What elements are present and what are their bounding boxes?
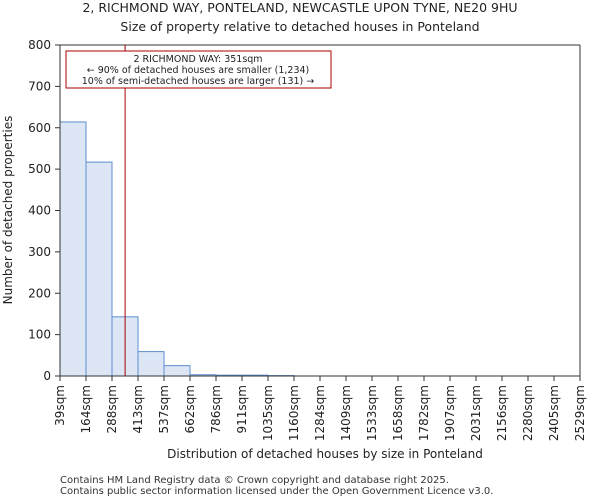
x-tick-label: 1782sqm	[417, 385, 431, 441]
x-tick-label: 1907sqm	[443, 385, 457, 441]
x-tick-label: 786sqm	[209, 385, 223, 433]
y-tick-label: 100	[28, 328, 51, 342]
annotation-box	[65, 50, 332, 89]
y-tick-label: 500	[28, 162, 51, 176]
y-tick-label: 600	[28, 121, 51, 135]
y-tick-label: 200	[28, 286, 51, 300]
x-tick-label: 2280sqm	[521, 385, 535, 441]
bars-group	[59, 121, 295, 377]
footer-line-1: Contains HM Land Registry data © Crown c…	[60, 475, 449, 486]
x-tick-label: 911sqm	[235, 385, 249, 433]
chart-title: 2, RICHMOND WAY, PONTELAND, NEWCASTLE UP…	[82, 0, 517, 15]
x-ticks-group: 39sqm 164sqm 288sqm 413sqm 537sqm 662sqm 786sq…	[53, 376, 587, 441]
y-tick-label: 400	[28, 204, 51, 218]
y-axis-label: Number of detached properties	[1, 116, 15, 305]
x-tick-label: 662sqm	[183, 385, 197, 433]
x-tick-label: 288sqm	[105, 385, 119, 433]
x-tick-label: 164sqm	[79, 385, 93, 433]
x-tick-label: 537sqm	[157, 385, 171, 433]
bar-164sqm	[85, 161, 113, 377]
bar-413sqm	[137, 351, 165, 377]
marker-annotation: 2 RICHMOND WAY: 351sqm ← 90% of detached…	[65, 50, 332, 89]
x-axis-label: Distribution of detached houses by size …	[167, 447, 483, 461]
chart-subtitle: Size of property relative to detached ho…	[120, 19, 479, 34]
x-tick-label: 1533sqm	[365, 385, 379, 441]
y-tick-label: 800	[28, 38, 51, 52]
annotation-line-2: ← 90% of detached houses are smaller (1,…	[87, 65, 310, 76]
x-tick-label: 2405sqm	[547, 385, 561, 441]
x-tick-label: 2031sqm	[469, 385, 483, 441]
x-tick-label: 1658sqm	[391, 385, 405, 441]
x-tick-label: 2529sqm	[573, 385, 587, 441]
x-tick-label: 1409sqm	[339, 385, 353, 441]
footer-line-2: Contains public sector information licen…	[60, 486, 493, 497]
y-tick-label: 300	[28, 245, 51, 259]
annotation-line-1: 2 RICHMOND WAY: 351sqm	[133, 54, 262, 65]
y-ticks-group: 0 100 200 300 400 500 600 700 800	[28, 38, 60, 383]
y-tick-label: 700	[28, 79, 51, 93]
x-tick-label: 1284sqm	[313, 385, 327, 441]
x-tick-label: 413sqm	[131, 385, 145, 433]
y-tick-label: 0	[43, 369, 51, 383]
bar-537sqm	[163, 365, 191, 377]
x-tick-label: 1160sqm	[287, 385, 301, 441]
bar-39sqm	[59, 121, 87, 377]
x-tick-label: 39sqm	[53, 385, 67, 426]
x-tick-label: 1035sqm	[261, 385, 275, 441]
annotation-line-3: 10% of semi-detached houses are larger (…	[82, 76, 315, 87]
x-tick-label: 2156sqm	[495, 385, 509, 441]
